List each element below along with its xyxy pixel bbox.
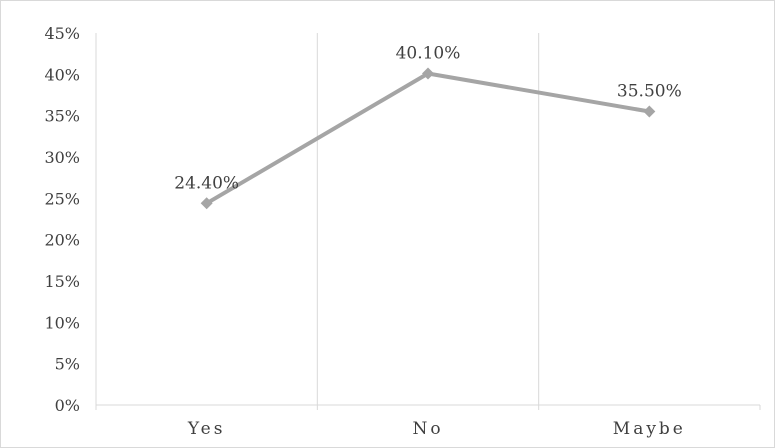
data-label: 40.10%: [396, 44, 461, 64]
series-line: [204, 71, 652, 206]
y-tick-label: 5%: [55, 355, 80, 374]
data-point-marker: [643, 105, 656, 118]
y-tick-label: 25%: [44, 189, 80, 208]
label-layer: 24.40% 40.10% 35.50%: [174, 44, 681, 194]
y-tick-label: 30%: [44, 148, 80, 167]
y-tick-label: 40%: [44, 65, 80, 84]
grid-layer: [316, 33, 540, 405]
data-label: 35.50%: [617, 82, 682, 102]
y-tick-label: 45%: [44, 24, 80, 43]
y-tick-label: 35%: [44, 107, 80, 126]
y-tick-label: 15%: [44, 272, 80, 291]
data-point-marker: [200, 197, 213, 210]
x-category-label: Yes: [187, 419, 226, 439]
x-category-label: No: [412, 419, 443, 439]
x-category-label: Maybe: [613, 419, 686, 439]
data-label: 24.40%: [174, 173, 239, 193]
y-tick-label: 0%: [55, 396, 80, 415]
axis-layer: 0% 5% 10% 15% 20% 25% 30% 35% 40% 45% Yes No Maybe: [44, 24, 761, 439]
y-tick-label: 10%: [44, 313, 80, 332]
series-layer: [200, 67, 656, 210]
data-point-marker: [422, 67, 434, 80]
y-tick-label: 20%: [44, 231, 80, 250]
